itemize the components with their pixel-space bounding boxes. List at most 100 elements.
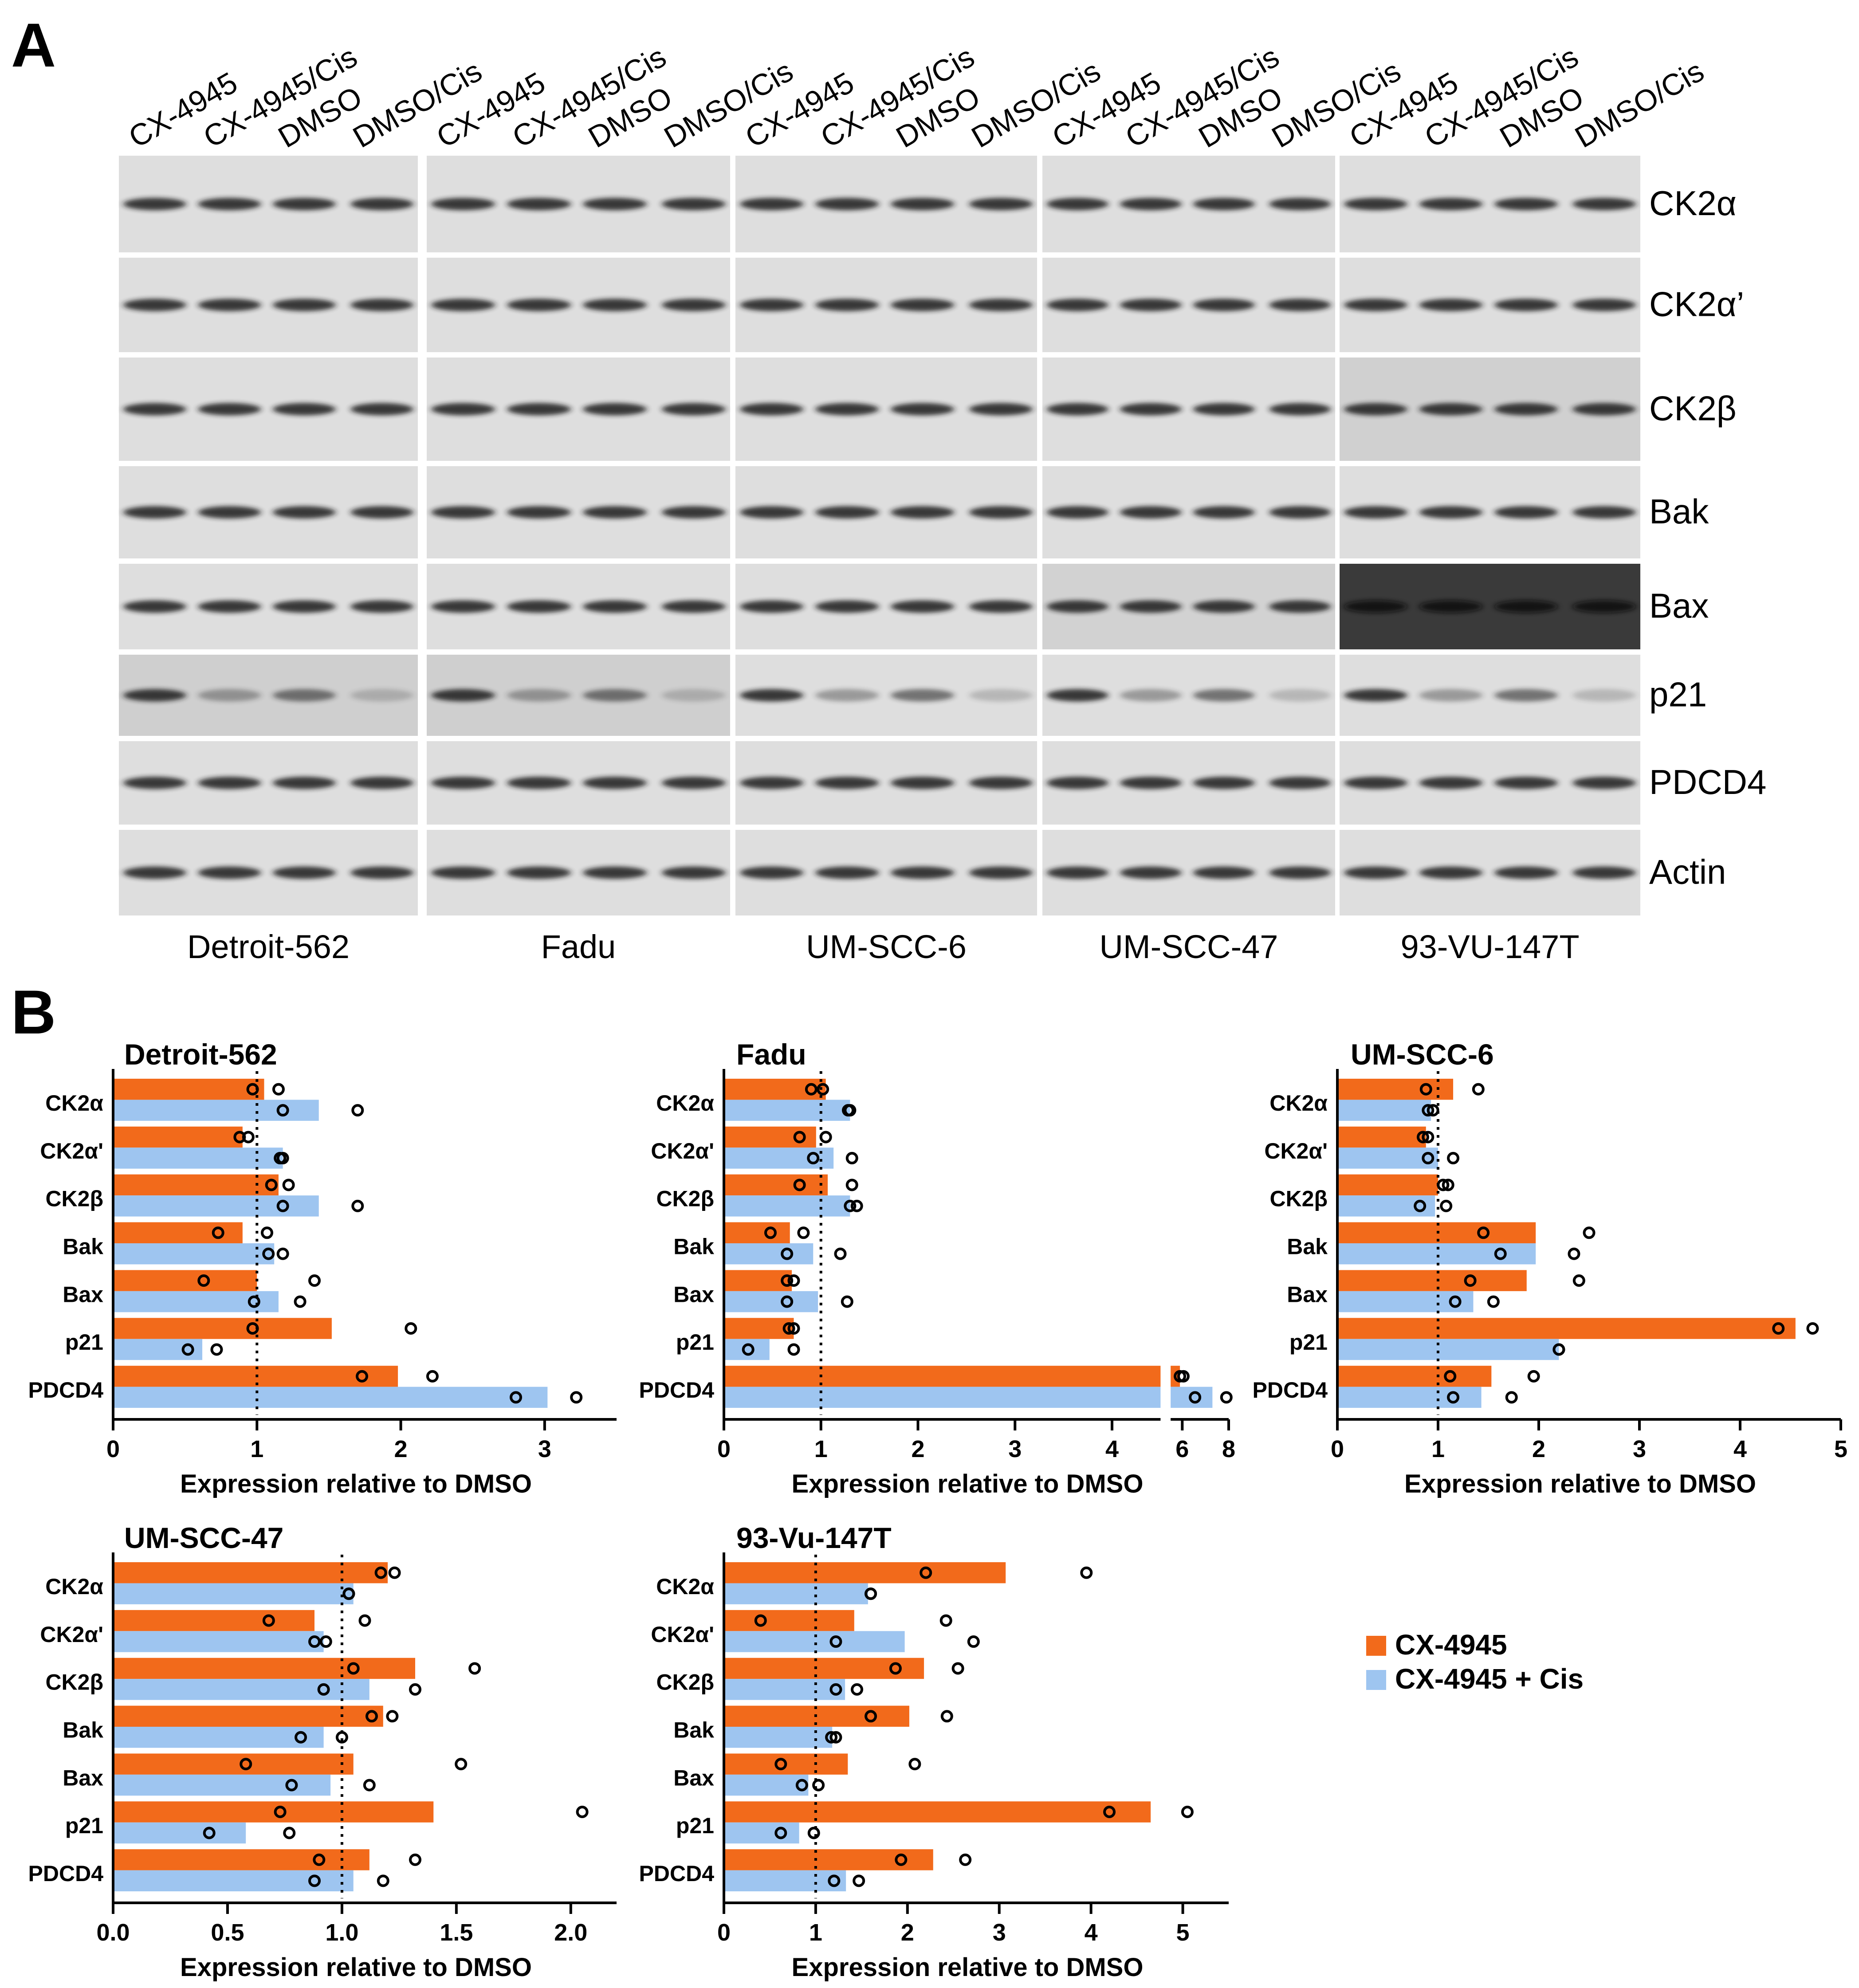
point-cx-4945-bak-1 — [212, 1226, 224, 1239]
category-label-p21: p21 — [676, 1330, 714, 1355]
blot-band — [1120, 403, 1182, 416]
x-tick-label: 1 — [814, 1436, 828, 1462]
point-cx-4945-cis-p21-2 — [210, 1343, 223, 1356]
blot-band — [583, 299, 647, 311]
bar-cx-4945-ck2 — [113, 1658, 415, 1679]
bar-cx-4945-p21 — [724, 1318, 794, 1339]
blot-band — [1494, 866, 1558, 879]
point-cx-4945-bax-2 — [787, 1274, 800, 1287]
bar-cx-4945-ck2 — [724, 1126, 816, 1148]
blot-band — [273, 198, 336, 210]
blot-band — [198, 689, 261, 702]
point-cx-4945-cis-ck2-2 — [1447, 1152, 1460, 1165]
blot-band — [815, 777, 879, 789]
point-cx-4945-bak-1 — [764, 1226, 777, 1239]
point-cx-4945-ck2-1 — [262, 1614, 275, 1627]
blot-band — [740, 403, 803, 416]
blot-band — [1419, 506, 1483, 519]
point-cx-4945-ck2-1 — [793, 1131, 806, 1143]
blot-band — [198, 299, 261, 311]
bar-cx-4945-cis-p21 — [113, 1822, 246, 1844]
point-cx-4945-p21-2 — [787, 1322, 800, 1335]
blot-band — [969, 506, 1033, 519]
blot-band — [431, 777, 495, 789]
blot-band — [1046, 299, 1108, 311]
blot-band — [507, 866, 571, 879]
x-tick-label: 0.0 — [96, 1919, 130, 1946]
x-tick-label: 3 — [993, 1919, 1006, 1946]
bar-cx-4945-cis-ck2 — [724, 1195, 850, 1217]
blot-band — [1419, 299, 1483, 311]
bar-cx-4945-cis-ck2 — [113, 1631, 324, 1652]
blot-band — [350, 299, 413, 311]
blot-band — [1120, 506, 1182, 519]
blot-band — [507, 689, 571, 702]
blot-band — [123, 600, 186, 613]
blot-band — [583, 689, 647, 702]
bar-cx-4945-ck2 — [724, 1174, 828, 1196]
category-label-pdcd4: PDCD4 — [1253, 1378, 1328, 1403]
point-cx-4945-p21-2 — [1181, 1806, 1194, 1819]
x-tick-label: 0 — [1331, 1436, 1344, 1462]
blot-band — [662, 506, 726, 519]
point-cx-4945-cis-bak-2 — [276, 1247, 289, 1260]
blot-band — [123, 506, 186, 519]
blot-band — [1494, 299, 1558, 311]
cell-line-label-um-scc-47: UM-SCC-47 — [1100, 928, 1278, 965]
x-tick-label: 3 — [538, 1436, 551, 1462]
blot-band — [969, 866, 1033, 879]
x-tick-label: 3 — [1008, 1436, 1022, 1462]
protein-label-ck2: CK2α’ — [1649, 285, 1744, 324]
blot-band — [1419, 866, 1483, 879]
point-cx-4945-pdcd4-1 — [1444, 1370, 1457, 1383]
category-label-ck2: CK2α — [45, 1574, 103, 1599]
blot-band — [1269, 506, 1331, 519]
cell-line-label-93-vu-147t: 93-VU-147T — [1400, 928, 1579, 965]
blot-band — [891, 600, 954, 613]
bar-cx-4945-cis-ck2 — [113, 1679, 369, 1700]
blot-band — [431, 506, 495, 519]
point-cx-4945-cis-ck2-2 — [850, 1199, 863, 1212]
point-cx-4945-cis-bax-1 — [781, 1295, 794, 1308]
blot-band — [740, 866, 803, 879]
legend-swatch-cx4945-cis — [1366, 1670, 1386, 1690]
blot-band — [1120, 866, 1182, 879]
point-cx-4945-cis-bak-2 — [1568, 1247, 1580, 1260]
point-cx-4945-cis-bak-1 — [1494, 1247, 1507, 1260]
bar-cx-4945-cis-bak — [724, 1243, 814, 1265]
x-tick-label: 3 — [1633, 1436, 1646, 1462]
point-cx-4945-cis-bak-2 — [829, 1731, 842, 1744]
bar-cx-4945-bak — [1337, 1222, 1536, 1244]
category-label-ck2: CK2β — [656, 1670, 714, 1695]
blot-band — [1494, 689, 1558, 702]
legend-swatch-cx4945 — [1366, 1636, 1386, 1656]
blot-band — [1193, 506, 1255, 519]
chart-title: 93-Vu-147T — [736, 1521, 892, 1554]
blot-band — [431, 299, 495, 311]
bar-cx-4945-p21 — [1337, 1318, 1796, 1339]
blot-band — [273, 866, 336, 879]
point-cx-4945-cis-bax-1 — [248, 1295, 260, 1308]
blot-band — [350, 866, 413, 879]
point-cx-4945-cis-pdcd4-1 — [510, 1391, 522, 1404]
category-label-bax: Bax — [63, 1282, 103, 1307]
blot-band — [1344, 403, 1407, 416]
blot-band — [1269, 866, 1331, 879]
blot-band — [969, 777, 1033, 789]
blot-band — [198, 506, 261, 519]
x-tick-label: 2.0 — [554, 1919, 587, 1946]
blot-band — [815, 403, 879, 416]
x-tick-label: 2 — [911, 1436, 924, 1462]
category-label-ck2: CK2α — [656, 1574, 714, 1599]
category-label-bak: Bak — [673, 1718, 714, 1743]
category-label-pdcd4: PDCD4 — [28, 1378, 104, 1403]
point-cx-4945-cis-pdcd4-1 — [308, 1874, 321, 1887]
point-cx-4945-cis-ck2-1 — [807, 1152, 820, 1165]
point-cx-4945-cis-pdcd4-2 — [377, 1874, 389, 1887]
point-cx-4945-p21-1 — [782, 1322, 795, 1335]
blot-band — [350, 198, 413, 210]
bar-cx-4945-cis-ck2 — [724, 1100, 850, 1121]
blot-band — [1269, 777, 1331, 789]
blot-band — [198, 777, 261, 789]
blot-band — [273, 689, 336, 702]
